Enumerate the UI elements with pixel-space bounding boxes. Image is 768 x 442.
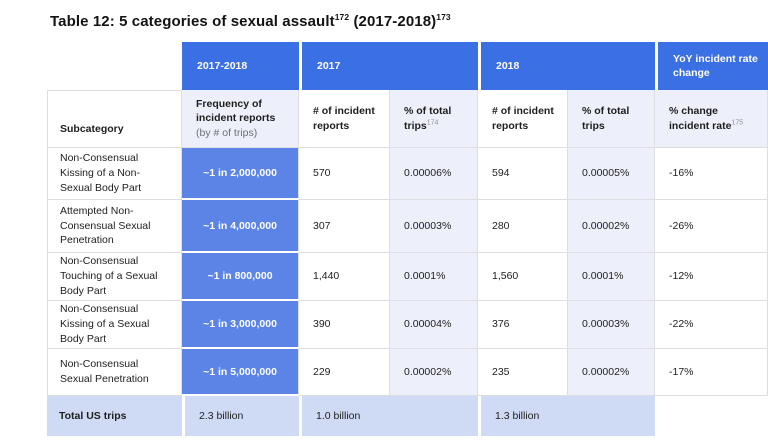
title-text: Table 12: 5 categories of sexual assault — [50, 13, 335, 30]
row4-frequency: ~1 in 3,000,000 — [182, 301, 299, 349]
row5-yoy-change: -17% — [655, 349, 768, 396]
row4-reports-2018: 376 — [478, 301, 568, 349]
total-trips-2017-2018: 2.3 billion — [182, 396, 299, 436]
row2-pct-2018: 0.00002% — [568, 200, 655, 253]
col-header-footnote-174: 174 — [426, 119, 439, 126]
group-header-2018: 2018 — [478, 42, 655, 90]
col-header-pct-change-label: % change incident rate — [669, 105, 732, 132]
row2-subcategory: Attempted Non-Consensual Sexual Penetrat… — [47, 200, 182, 253]
row1-subcategory: Non-Consensual Kissing of a Non-Sexual B… — [47, 148, 182, 200]
row2-frequency: ~1 in 4,000,000 — [182, 200, 299, 253]
total-trips-2017: 1.0 billion — [299, 396, 478, 436]
row1-pct-2018: 0.00005% — [568, 148, 655, 200]
col-header-pct-change-incident-rate: % change incident rate175 — [655, 90, 768, 148]
col-header-frequency-note: (by # of trips) — [196, 126, 258, 139]
row1-reports-2018: 594 — [478, 148, 568, 200]
row4-reports-2017: 390 — [299, 301, 390, 349]
title-years: (2017-2018) — [349, 13, 437, 30]
row4-subcategory: Non-Consensual Kissing of a Sexual Body … — [47, 301, 182, 349]
col-header-reports-2017: # of incident reports — [299, 90, 390, 148]
row3-reports-2017: 1,440 — [299, 253, 390, 301]
title-footnote-173: 173 — [436, 12, 451, 22]
row3-subcategory: Non-Consensual Touching of a Sexual Body… — [47, 253, 182, 301]
row3-frequency: ~1 in 800,000 — [182, 253, 299, 301]
row2-reports-2017: 307 — [299, 200, 390, 253]
total-trips-2018: 1.3 billion — [478, 396, 655, 436]
col-header-pct-trips-2017-label: % of total trips — [404, 105, 452, 132]
col-header-subcategory: Subcategory — [47, 90, 182, 148]
col-header-pct-trips-2018: % of total trips — [568, 90, 655, 148]
row4-pct-2018: 0.00003% — [568, 301, 655, 349]
row1-frequency: ~1 in 2,000,000 — [182, 148, 299, 200]
sexual-assault-categories-table: 2017-2018 2017 2018 YoY incident rate ch… — [47, 42, 768, 436]
row1-yoy-change: -16% — [655, 148, 768, 200]
total-row-empty-cell — [655, 396, 768, 436]
col-header-frequency-title: Frequency of incident reports — [196, 98, 276, 125]
row5-reports-2017: 229 — [299, 349, 390, 396]
title-footnote-172: 172 — [334, 12, 350, 22]
row3-pct-2018: 0.0001% — [568, 253, 655, 301]
row2-reports-2018: 280 — [478, 200, 568, 253]
header-corner-spacer — [47, 42, 182, 90]
col-header-pct-trips-2017: % of total trips174 — [390, 90, 478, 148]
row5-pct-2017: 0.00002% — [390, 349, 478, 396]
row3-yoy-change: -12% — [655, 253, 768, 301]
row5-frequency: ~1 in 5,000,000 — [182, 349, 299, 396]
page-title: Table 12: 5 categories of sexual assault… — [50, 13, 451, 30]
group-header-yoy-incident-rate-change: YoY incident rate change — [655, 42, 768, 90]
row3-pct-2017: 0.0001% — [390, 253, 478, 301]
row4-pct-2017: 0.00004% — [390, 301, 478, 349]
row5-reports-2018: 235 — [478, 349, 568, 396]
total-row-label: Total US trips — [47, 396, 182, 436]
row1-pct-2017: 0.00006% — [390, 148, 478, 200]
row2-pct-2017: 0.00003% — [390, 200, 478, 253]
col-header-reports-2018: # of incident reports — [478, 90, 568, 148]
col-header-footnote-175: 175 — [731, 119, 744, 126]
group-header-2017-2018: 2017-2018 — [182, 42, 299, 90]
row1-reports-2017: 570 — [299, 148, 390, 200]
row5-subcategory: Non-Consensual Sexual Penetration — [47, 349, 182, 396]
row3-reports-2018: 1,560 — [478, 253, 568, 301]
col-header-frequency: Frequency of incident reports (by # of t… — [182, 90, 299, 148]
row5-pct-2018: 0.00002% — [568, 349, 655, 396]
row4-yoy-change: -22% — [655, 301, 768, 349]
group-header-2017: 2017 — [299, 42, 478, 90]
row2-yoy-change: -26% — [655, 200, 768, 253]
